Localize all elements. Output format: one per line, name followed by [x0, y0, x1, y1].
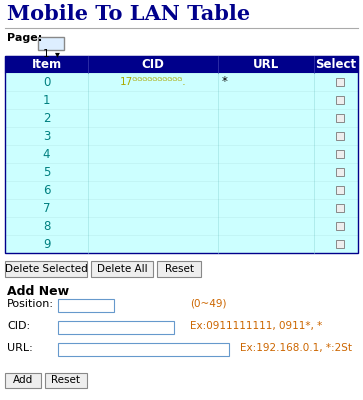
Bar [336, 96, 344, 104]
Bar [336, 78, 344, 86]
Bar [5, 217, 358, 235]
FancyBboxPatch shape [57, 342, 228, 356]
Bar [5, 127, 358, 145]
Text: 8: 8 [43, 220, 50, 232]
Text: Select: Select [315, 58, 356, 71]
FancyBboxPatch shape [157, 261, 201, 277]
Bar [5, 199, 358, 217]
Bar [5, 56, 358, 253]
Text: Page:: Page: [7, 33, 42, 43]
Text: URL:: URL: [7, 343, 33, 353]
FancyBboxPatch shape [5, 261, 87, 277]
Text: 9: 9 [43, 238, 50, 250]
Bar [5, 199, 358, 217]
Bar [5, 56, 358, 73]
Bar [336, 186, 344, 194]
Bar [5, 145, 358, 163]
Text: CID: CID [142, 58, 164, 71]
Bar [5, 163, 358, 181]
Text: ▾: ▾ [55, 49, 60, 59]
Text: Delete Selected: Delete Selected [5, 264, 87, 274]
Text: Reset: Reset [52, 375, 81, 385]
Text: 3: 3 [43, 130, 50, 142]
Text: 5: 5 [43, 166, 50, 178]
Bar [5, 109, 358, 127]
Text: Ex:192.168.0.1, *:2St: Ex:192.168.0.1, *:2St [240, 343, 352, 353]
Bar [5, 73, 358, 91]
Text: Mobile To LAN Table: Mobile To LAN Table [7, 4, 250, 24]
FancyBboxPatch shape [57, 320, 174, 334]
Bar [5, 235, 358, 253]
FancyBboxPatch shape [57, 298, 114, 312]
Bar [5, 181, 358, 199]
Text: 1: 1 [43, 49, 50, 59]
FancyBboxPatch shape [91, 261, 153, 277]
Text: Delete All: Delete All [97, 264, 147, 274]
Bar [5, 181, 358, 199]
Bar [336, 168, 344, 176]
Text: CID:: CID: [7, 321, 30, 331]
Text: *: * [222, 76, 228, 88]
Bar [5, 56, 358, 73]
Bar [5, 91, 358, 109]
Text: Ex:0911111111, 0911*, *: Ex:0911111111, 0911*, * [190, 321, 322, 331]
Bar [5, 127, 358, 145]
Text: Add: Add [13, 375, 33, 385]
Bar [5, 73, 358, 91]
Text: 1: 1 [43, 94, 50, 106]
Bar [336, 150, 344, 158]
Text: 4: 4 [43, 148, 50, 160]
Bar [336, 132, 344, 140]
Text: 7: 7 [43, 202, 50, 214]
Text: 6: 6 [43, 184, 50, 196]
Bar [38, 37, 64, 50]
FancyBboxPatch shape [5, 373, 41, 388]
FancyBboxPatch shape [45, 373, 87, 388]
Bar [336, 240, 344, 248]
Text: Item: Item [32, 58, 62, 71]
Text: 17ᴳᴳᴳᴳᴳᴳᴳᴳᴳᴳ.: 17ᴳᴳᴳᴳᴳᴳᴳᴳᴳᴳ. [120, 77, 186, 87]
Text: URL: URL [253, 58, 279, 71]
Text: Reset: Reset [164, 264, 193, 274]
Bar [5, 235, 358, 253]
Bar [336, 114, 344, 122]
Text: 0: 0 [43, 76, 50, 88]
Bar [5, 91, 358, 109]
Text: Add New: Add New [7, 285, 69, 298]
Bar [336, 204, 344, 212]
Bar [5, 217, 358, 235]
Bar [5, 145, 358, 163]
Bar [5, 163, 358, 181]
Text: 2: 2 [43, 112, 50, 124]
Bar [5, 109, 358, 127]
Text: Position:: Position: [7, 299, 54, 309]
Text: (0~49): (0~49) [190, 299, 227, 309]
Bar [336, 222, 344, 230]
